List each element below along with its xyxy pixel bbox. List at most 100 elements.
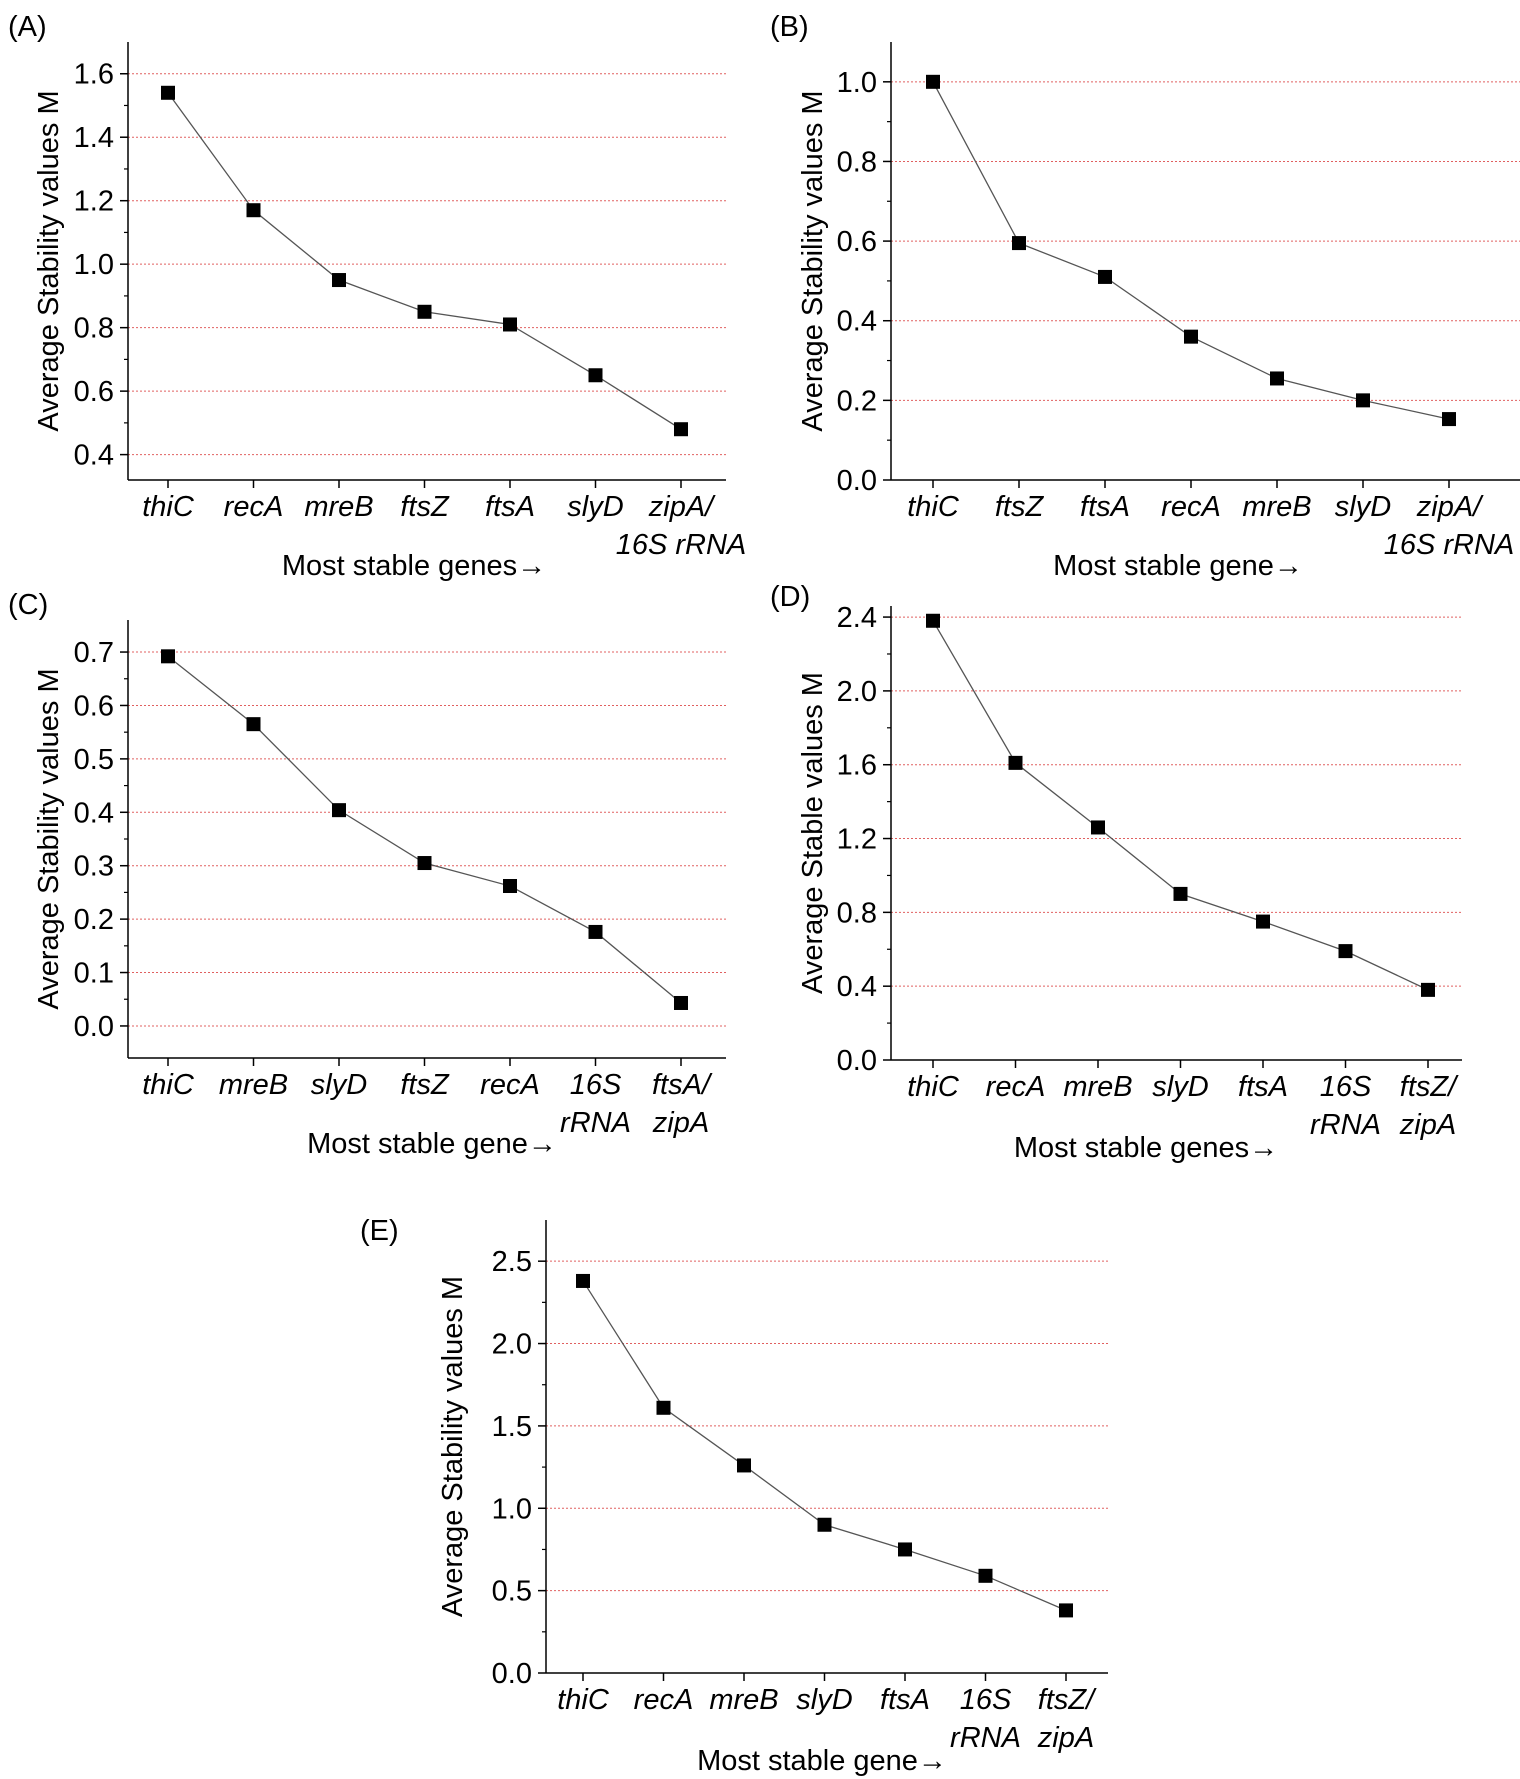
x-tick-label: ftsA: [1238, 1071, 1288, 1103]
series-line: [167, 92, 682, 430]
x-tick-label: recA: [634, 1684, 694, 1716]
x-tick-label: mreB: [1063, 1071, 1132, 1103]
x-tick-label: recA: [480, 1069, 540, 1101]
y-tick-label: 0.3: [74, 851, 114, 883]
panel-label: (A): [8, 11, 47, 43]
y-tick-label: 1.0: [74, 249, 114, 281]
x-axis-title: Most stable gene→: [307, 1128, 557, 1160]
x-tick-label: zipA: [1399, 1109, 1456, 1141]
x-tick-label: 16S: [960, 1684, 1012, 1716]
x-tick-label: 16S rRNA: [1384, 529, 1515, 561]
data-point: [978, 1568, 993, 1583]
y-tick-label: 0.6: [74, 376, 114, 408]
data-point: [926, 74, 940, 89]
y-axis-title: Average Stability values M: [797, 90, 829, 431]
data-point: [1012, 236, 1026, 251]
panel-label: (D): [770, 581, 810, 613]
data-point: [1256, 914, 1270, 929]
data-point: [1270, 371, 1284, 386]
x-tick-label: recA: [224, 491, 284, 523]
data-point: [588, 368, 603, 383]
y-tick-label: 1.0: [837, 67, 877, 99]
x-axis-title: Most stable genes→: [282, 550, 546, 582]
y-tick-label: 0.1: [74, 958, 114, 990]
y-tick-label: 1.5: [492, 1411, 532, 1443]
x-tick-label: slyD: [567, 491, 623, 523]
y-tick-label: 0.0: [837, 465, 877, 497]
data-point: [246, 203, 261, 218]
data-point: [161, 85, 175, 100]
x-tick-label: 16S: [570, 1069, 622, 1101]
x-tick-label: ftsA: [485, 491, 535, 523]
y-tick-label: 0.5: [74, 744, 114, 776]
x-tick-label: mreB: [1242, 491, 1311, 523]
x-tick-label: mreB: [709, 1684, 778, 1716]
x-tick-label: 16S: [1320, 1071, 1372, 1103]
x-tick-label: ftsZ/: [1400, 1071, 1459, 1103]
x-tick-label: ftsZ: [400, 491, 450, 523]
y-tick-label: 0.7: [74, 637, 114, 669]
y-tick-label: 0.0: [837, 1045, 877, 1077]
data-point: [417, 856, 432, 871]
series-line: [167, 655, 682, 1004]
y-tick-label: 0.0: [74, 1011, 114, 1043]
data-point: [1008, 755, 1023, 770]
data-point: [1356, 393, 1370, 408]
x-tick-label: thiC: [557, 1684, 610, 1716]
x-tick-label: zipA: [652, 1107, 709, 1139]
data-point: [1091, 820, 1105, 835]
y-tick-label: 0.8: [837, 897, 877, 929]
y-tick-label: 0.5: [492, 1576, 532, 1608]
y-tick-label: 2.0: [837, 676, 877, 708]
y-tick-label: 1.4: [74, 122, 114, 154]
panel-label: (E): [360, 1215, 399, 1247]
x-tick-label: mreB: [219, 1069, 288, 1101]
data-point: [1184, 329, 1198, 344]
x-tick-label: thiC: [142, 1069, 195, 1101]
y-tick-label: 0.8: [837, 146, 877, 178]
x-tick-label: zipA/: [1416, 491, 1484, 523]
x-tick-label: slyD: [311, 1069, 367, 1101]
y-tick-label: 1.2: [837, 824, 877, 856]
y-tick-label: 0.4: [74, 797, 114, 829]
data-point: [898, 1542, 912, 1557]
data-point: [503, 879, 517, 894]
chart-panel-3: 0.0 0.1 0.2 0.3 0.4 0.5 0.6 0.7 thiC mreB slyD ftsZ…: [8, 589, 726, 1160]
x-tick-label: slyD: [796, 1684, 852, 1716]
data-point: [1421, 982, 1435, 997]
y-tick-label: 0.8: [74, 313, 114, 345]
y-tick-label: 0.0: [492, 1658, 532, 1690]
x-axis-title: Most stable gene→: [1053, 550, 1303, 582]
y-tick-label: 2.5: [492, 1246, 532, 1278]
data-point: [737, 1458, 751, 1473]
x-tick-label: rRNA: [1310, 1109, 1381, 1141]
x-tick-label: slyD: [1335, 491, 1391, 523]
x-tick-label: ftsZ/: [1038, 1684, 1097, 1716]
data-point: [588, 924, 603, 939]
x-tick-label: ftsA/: [652, 1069, 713, 1101]
x-tick-label: slyD: [1152, 1071, 1208, 1103]
x-tick-label: rRNA: [560, 1107, 631, 1139]
y-tick-label: 0.4: [837, 971, 877, 1003]
data-point: [417, 304, 432, 319]
panel-label: (C): [8, 589, 48, 621]
y-tick-label: 1.2: [74, 186, 114, 218]
y-tick-label: 0.4: [74, 440, 114, 472]
data-point: [1173, 886, 1188, 901]
data-point: [674, 422, 688, 437]
x-axis-title: Most stable genes→: [1014, 1132, 1278, 1164]
y-tick-label: 0.2: [74, 904, 114, 936]
chart-panel-4: 0.0 0.4 0.8 1.2 1.6 2.0 2.4 thiC recA mreB slyD fts…: [770, 581, 1462, 1164]
x-tick-label: zipA: [1037, 1722, 1094, 1754]
data-point: [1442, 412, 1456, 427]
y-tick-label: 1.0: [492, 1493, 532, 1525]
chart-panel-5: 0.0 0.5 1.0 1.5 2.0 2.5 thiC recA mreB slyD ftsA 16…: [360, 1215, 1108, 1777]
data-point: [817, 1517, 832, 1532]
data-point: [332, 273, 346, 288]
y-axis-title: Average Stability values M: [33, 668, 65, 1009]
x-tick-label: 16S rRNA: [616, 529, 747, 561]
x-tick-label: thiC: [907, 1071, 960, 1103]
series-line: [582, 1280, 1067, 1612]
y-tick-label: 0.4: [837, 306, 877, 338]
x-tick-label: ftsZ: [400, 1069, 450, 1101]
